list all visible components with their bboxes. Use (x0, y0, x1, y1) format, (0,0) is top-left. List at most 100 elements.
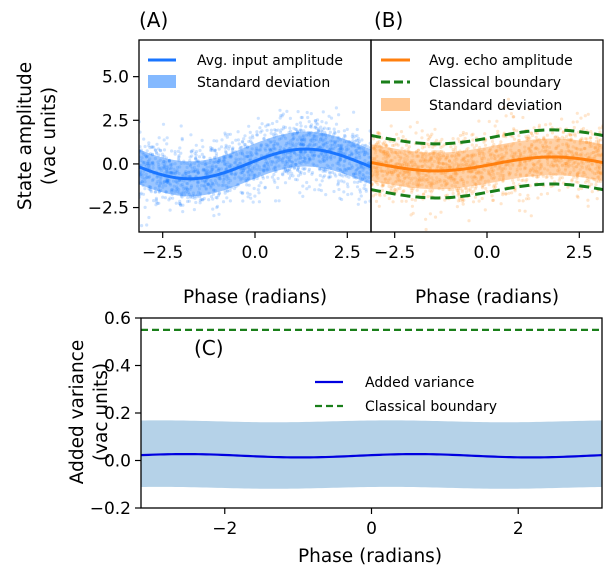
sample-point (364, 151, 368, 155)
sample-point (469, 153, 473, 157)
sample-point (176, 181, 180, 185)
sample-point (379, 169, 383, 173)
sample-point (367, 175, 371, 179)
sample-point (377, 204, 381, 208)
sample-point (596, 152, 601, 156)
sample-point (481, 176, 485, 180)
sample-point (530, 167, 534, 171)
sample-point (480, 184, 484, 188)
sample-point (424, 177, 428, 181)
sample-point (541, 143, 545, 148)
sample-point (304, 133, 308, 137)
sample-point (381, 169, 385, 173)
sample-point (196, 169, 200, 173)
sample-point (429, 156, 433, 160)
sample-point (403, 163, 407, 167)
sample-point (147, 185, 151, 189)
sample-point (390, 171, 394, 175)
sample-point (526, 146, 531, 150)
sample-point (173, 162, 177, 166)
sample-point (415, 120, 419, 124)
sample-point (189, 149, 193, 153)
sample-point (470, 175, 474, 179)
sample-point (381, 183, 386, 187)
sample-point (423, 145, 427, 149)
sample-point (319, 145, 323, 149)
sample-point (194, 157, 198, 161)
sample-point (492, 175, 497, 180)
sample-point (479, 177, 483, 181)
sample-point (489, 165, 493, 169)
sample-point (345, 148, 349, 152)
sample-point (425, 160, 429, 164)
sample-point (494, 149, 498, 153)
sample-point (191, 170, 195, 174)
sample-point (354, 169, 358, 173)
sample-point (541, 174, 545, 178)
sample-point (240, 149, 244, 153)
sample-point (455, 205, 459, 209)
sample-point (508, 171, 513, 175)
sample-point (250, 141, 254, 145)
sample-point (461, 130, 465, 135)
sample-point (141, 176, 145, 180)
sample-point (501, 191, 505, 195)
sample-point (528, 168, 532, 172)
sample-point (422, 158, 426, 162)
sample-point (530, 173, 535, 178)
sample-point (546, 152, 550, 156)
sample-point (554, 135, 558, 139)
sample-point (169, 170, 173, 174)
sample-point (588, 154, 592, 158)
sample-point (373, 180, 377, 184)
sample-point (293, 177, 298, 182)
sample-point (308, 142, 312, 146)
sample-point (218, 177, 222, 181)
sample-point (247, 124, 251, 128)
sample-point (386, 167, 390, 171)
sample-point (188, 163, 192, 167)
sample-point (377, 192, 381, 196)
sample-point (256, 188, 260, 192)
sample-point (567, 132, 571, 136)
sample-point (248, 130, 252, 134)
sample-point (574, 151, 579, 155)
sample-point (267, 167, 271, 171)
sample-point (347, 175, 351, 179)
sample-point (560, 163, 565, 167)
sample-point (385, 160, 389, 164)
sample-point (327, 176, 331, 180)
sample-point (219, 167, 224, 171)
sample-point (393, 180, 398, 184)
sample-point (577, 171, 581, 175)
sample-point (381, 174, 385, 178)
sample-point (157, 190, 161, 194)
sample-point (243, 145, 247, 149)
sample-point (186, 182, 190, 186)
sample-point (143, 144, 147, 149)
echo-boundary-upper (371, 128, 603, 146)
sample-point (477, 169, 481, 173)
sample-point (205, 165, 209, 169)
sample-point (211, 181, 215, 185)
sample-point (456, 137, 460, 141)
sample-point (401, 173, 405, 177)
sample-point (158, 181, 163, 186)
sample-point (243, 134, 247, 138)
sample-point (299, 115, 303, 120)
sample-point (288, 142, 292, 146)
sample-point (389, 186, 393, 190)
sample-point (408, 176, 412, 180)
sample-point (318, 183, 322, 187)
sample-point (489, 153, 493, 157)
sample-point (403, 176, 407, 180)
sample-point (588, 140, 593, 144)
sample-point (187, 170, 191, 174)
sample-point (560, 164, 564, 168)
sample-point (343, 151, 347, 155)
x-label-a: Phase (radians) (183, 287, 327, 308)
sample-point (140, 224, 144, 228)
sample-point (142, 160, 147, 164)
sample-point (280, 172, 284, 176)
sample-point (396, 137, 401, 141)
